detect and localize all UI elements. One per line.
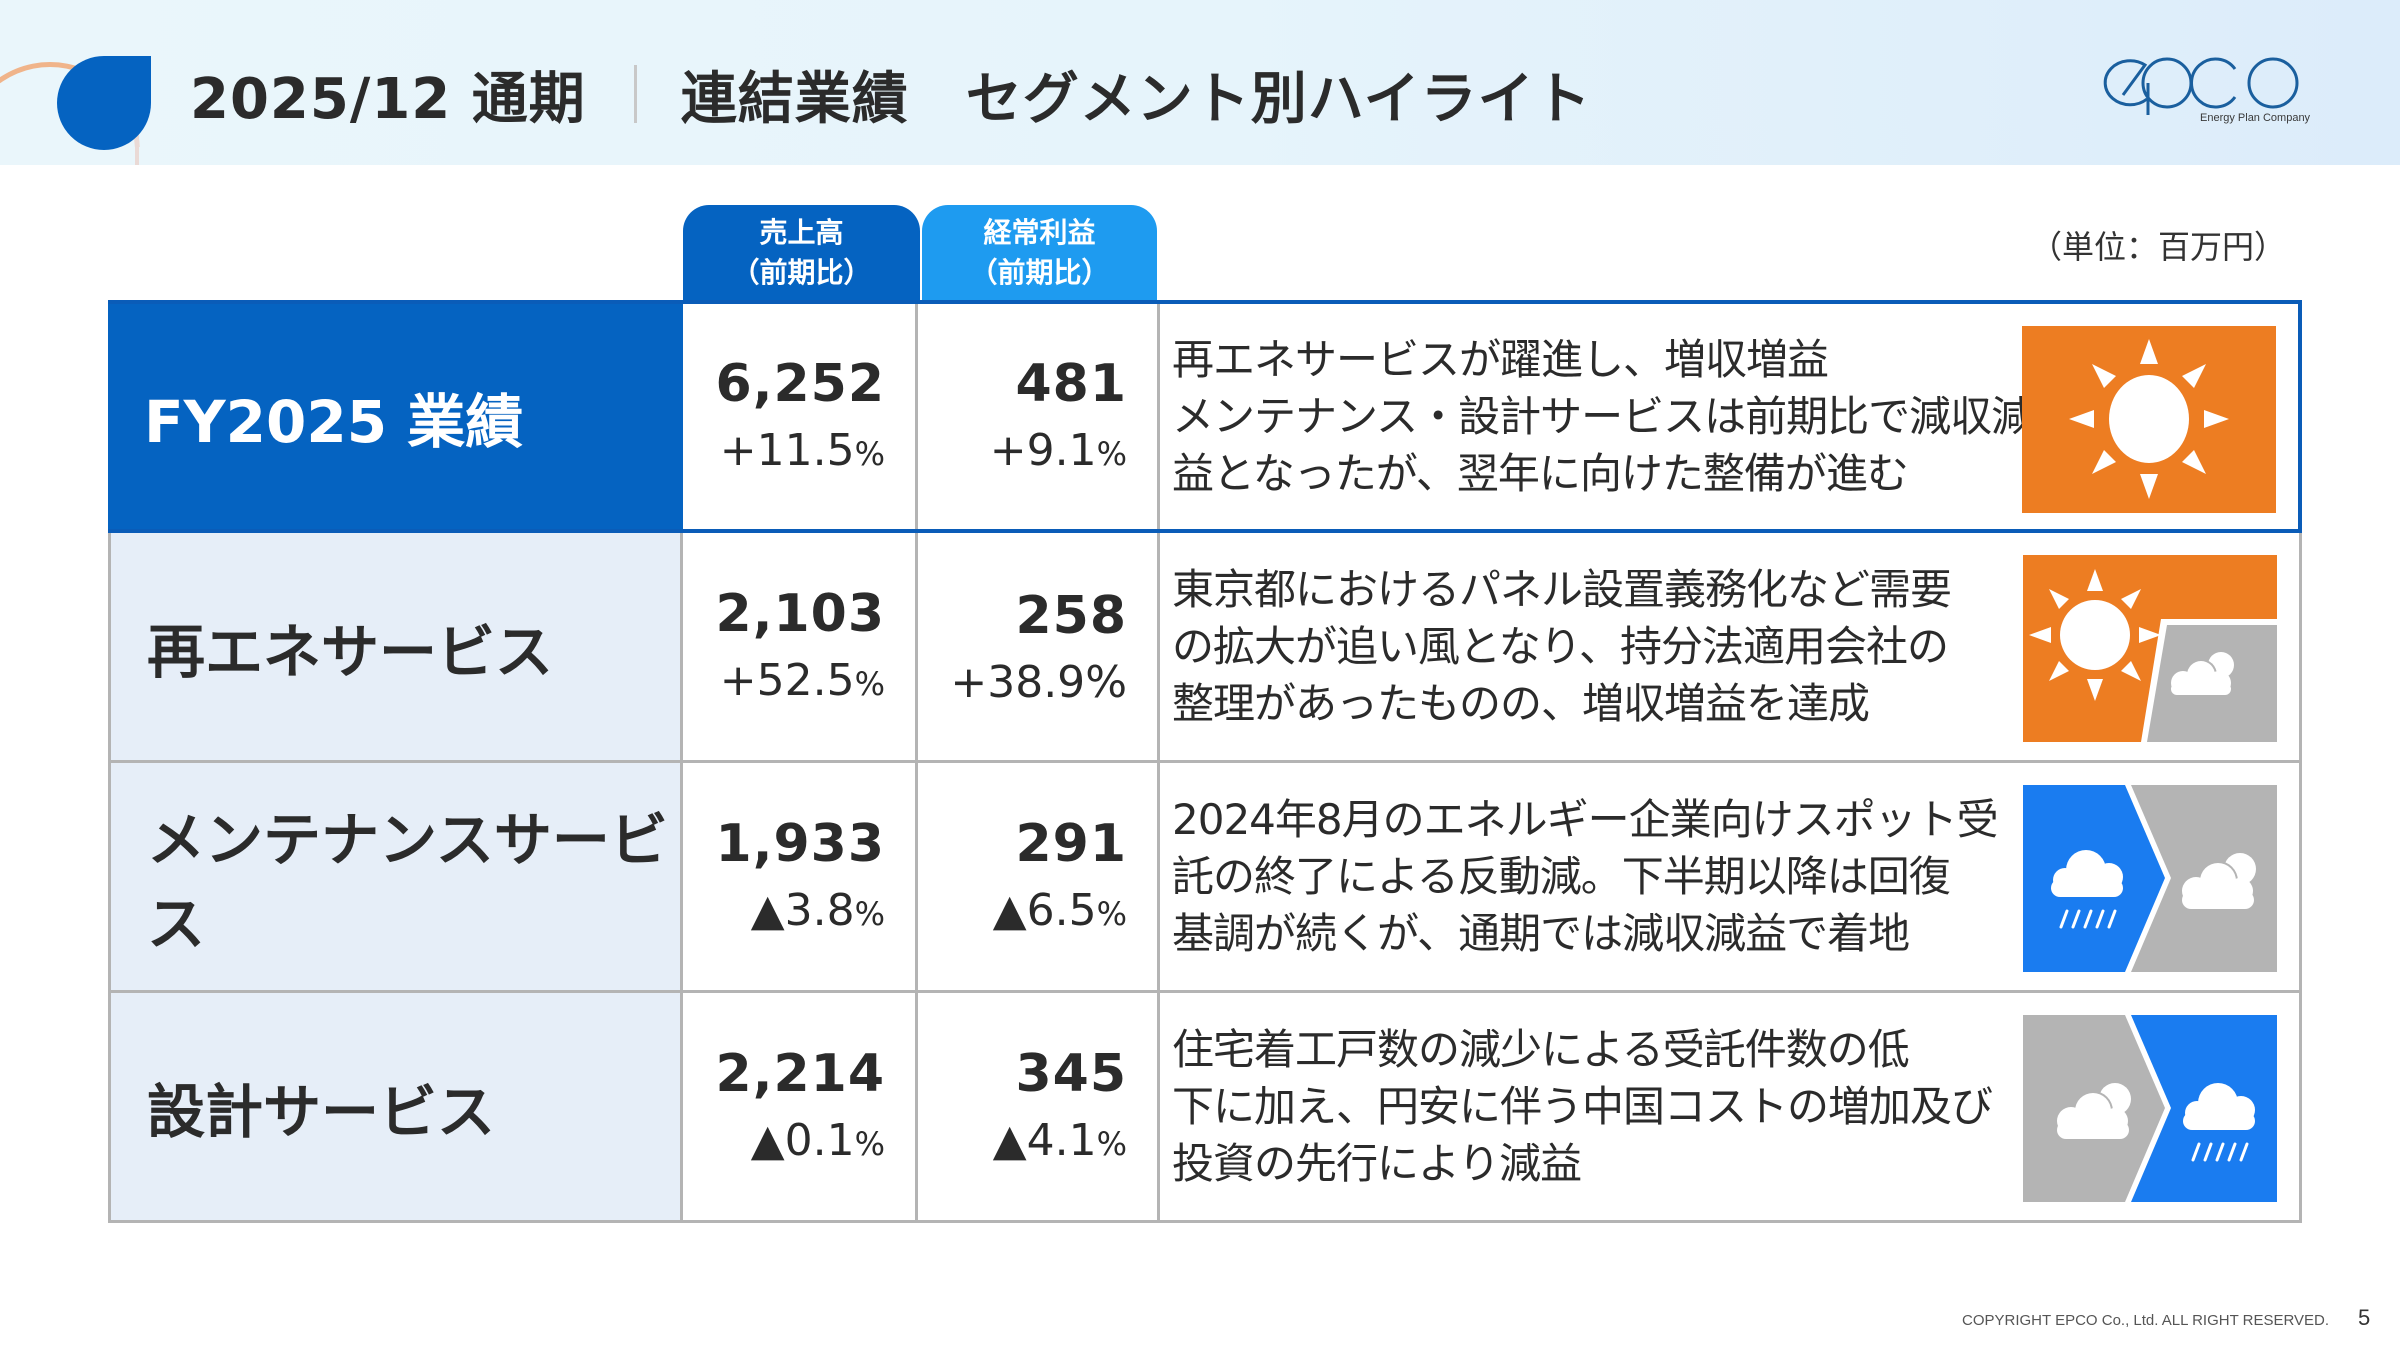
profit-value: 291 (1015, 814, 1127, 874)
sales-value: 2,103 (715, 584, 885, 644)
profit-change: +9.1% (918, 420, 1127, 485)
description-text: 再エネサービスが躍進し、増収増益 メンテナンス・設計サービスは前期比で減収減 益… (1172, 331, 2033, 502)
profit-value: 258 (1015, 585, 1127, 646)
pct-symbol: % (1085, 656, 1127, 708)
sales-value: 2,214 (715, 1044, 885, 1104)
column-header-sales-sub: （前期比） (731, 256, 872, 289)
sales-change: ▲3.8% (683, 880, 885, 945)
sales-change: +11.5% (683, 420, 885, 485)
column-header-profit-sub: （前期比） (969, 256, 1110, 289)
sales-change: +52.5% (683, 650, 885, 715)
description-line: の拡大が追い風となり、持分法適用会社の (1172, 622, 1949, 671)
page-title: 2025/12 通期 連結業績 セグメント別ハイライト (190, 56, 1592, 132)
profit-change-value: +9.1 (989, 425, 1097, 476)
table-row-design: 設計サービス 2,214 ▲0.1% 345 ▲4.1% 住宅着工戸数の減少によ… (108, 993, 2302, 1223)
sales-cell: 2,214 ▲0.1% (683, 993, 918, 1220)
sales-value: 1,933 (715, 814, 885, 874)
description-line: 託の終了による反動減。下半期以降は回復 (1172, 852, 1951, 901)
rainy-to-cloudy-icon (2023, 785, 2277, 972)
page-number: 5 (2358, 1305, 2371, 1330)
column-header-sales-title: 売上高 (759, 216, 844, 249)
sales-change-value: +11.5 (719, 425, 855, 476)
description-cell: 東京都におけるパネル設置義務化など需要 の拡大が追い風となり、持分法適用会社の … (1160, 533, 2302, 760)
table-row-fy2025: FY2025 業績 6,252 +11.5% 481 +9.1% 再エネサービス… (108, 300, 2302, 533)
description-text: 2024年8月のエネルギー企業向けスポット受 託の終了による反動減。下半期以降は… (1172, 791, 2002, 962)
profit-cell: 258 +38.9% (918, 533, 1160, 760)
profit-cell: 345 ▲4.1% (918, 993, 1160, 1220)
sales-cell: 1,933 ▲3.8% (683, 763, 918, 990)
profit-change: ▲4.1% (918, 1110, 1127, 1175)
epco-logo-icon (2103, 57, 2299, 117)
description-line: 2024年8月のエネルギー企業向けスポット受 (1172, 795, 1999, 844)
profit-change-value: +38.9 (950, 656, 1086, 708)
logo-tagline: Energy Plan Company (2200, 112, 2311, 124)
profit-value: 481 (1015, 354, 1127, 414)
column-header-sales: 売上高 （前期比） (683, 205, 920, 300)
description-line: 住宅着工戸数の減少による受託件数の低 (1172, 1025, 1910, 1074)
description-line: 投資の先行により減益 (1172, 1139, 1582, 1188)
description-line: 再エネサービスが躍進し、増収増益 (1172, 335, 1829, 384)
sunny-to-cloudy-icon (2023, 555, 2277, 742)
description-text: 東京都におけるパネル設置義務化など需要 の拡大が追い風となり、持分法適用会社の … (1172, 561, 2002, 732)
description-line: 下に加え、円安に伴う中国コストの増加及び (1172, 1082, 1993, 1131)
title-separator (633, 65, 637, 123)
profit-value: 345 (1015, 1044, 1127, 1104)
segment-table: FY2025 業績 6,252 +11.5% 481 +9.1% 再エネサービス… (108, 300, 2302, 1223)
column-header-profit: 経常利益 （前期比） (922, 205, 1157, 300)
table-row-renewable: 再エネサービス 2,103 +52.5% 258 +38.9% 東京都におけるパ… (108, 533, 2302, 763)
header-band (0, 0, 2400, 165)
description-line: 東京都におけるパネル設置義務化など需要 (1172, 565, 1952, 614)
row-label: 再エネサービス (108, 533, 683, 760)
copyright-footer: COPYRIGHT EPCO Co., Ltd. ALL RIGHT RESER… (1962, 1312, 2330, 1329)
sunny-icon (2022, 326, 2276, 513)
profit-cell: 481 +9.1% (918, 304, 1160, 529)
row-label: 設計サービス (108, 993, 683, 1220)
column-header-profit-title: 経常利益 (983, 216, 1096, 249)
drop-icon (57, 56, 151, 150)
profit-change: ▲6.5% (918, 880, 1127, 945)
title-period: 2025/12 通期 (190, 66, 586, 132)
sales-change-value: +52.5 (719, 655, 855, 706)
description-cell: 住宅着工戸数の減少による受託件数の低 下に加え、円安に伴う中国コストの増加及び … (1160, 993, 2302, 1220)
pct-symbol: % (1096, 895, 1127, 933)
profit-change-value: ▲6.5 (992, 885, 1097, 936)
title-subject: 連結業績 セグメント別ハイライト (680, 66, 1592, 132)
description-line: メンテナンス・設計サービスは前期比で減収減 (1172, 392, 2033, 441)
sales-cell: 2,103 +52.5% (683, 533, 918, 760)
description-line: 整理があったものの、増収増益を達成 (1172, 679, 1870, 728)
profit-cell: 291 ▲6.5% (918, 763, 1160, 990)
row-label: メンテナンスサービス (108, 763, 683, 990)
sales-change-value: ▲3.8 (750, 885, 855, 936)
pct-symbol: % (854, 895, 885, 933)
sales-cell: 6,252 +11.5% (683, 304, 918, 529)
description-line: 益となったが、翌年に向けた整備が進む (1172, 449, 1909, 498)
sales-change: ▲0.1% (683, 1110, 885, 1175)
description-cell: 2024年8月のエネルギー企業向けスポット受 託の終了による反動減。下半期以降は… (1160, 763, 2302, 990)
cloudy-to-rainy-icon (2023, 1015, 2277, 1202)
pct-symbol: % (854, 665, 885, 703)
pct-symbol: % (1096, 1125, 1127, 1163)
description-text: 住宅着工戸数の減少による受託件数の低 下に加え、円安に伴う中国コストの増加及び … (1172, 1021, 2002, 1192)
description-cell: 再エネサービスが躍進し、増収増益 メンテナンス・設計サービスは前期比で減収減 益… (1160, 304, 2298, 529)
table-row-maintenance: メンテナンスサービス 1,933 ▲3.8% 291 ▲6.5% 2024年8月… (108, 763, 2302, 993)
row-label: FY2025 業績 (108, 304, 683, 529)
profit-change-value: ▲4.1 (992, 1115, 1097, 1166)
pct-symbol: % (1096, 435, 1127, 473)
pct-symbol: % (854, 1125, 885, 1163)
description-line: 基調が続くが、通期では減収減益で着地 (1172, 909, 1910, 958)
sales-change-value: ▲0.1 (750, 1115, 855, 1166)
pct-symbol: % (854, 435, 885, 473)
profit-change: +38.9% (918, 652, 1127, 714)
unit-label: （単位：百万円） (2030, 228, 2287, 266)
decorative-line (135, 120, 139, 165)
sales-value: 6,252 (715, 354, 885, 414)
company-logo: Energy Plan Company (2095, 55, 2315, 130)
